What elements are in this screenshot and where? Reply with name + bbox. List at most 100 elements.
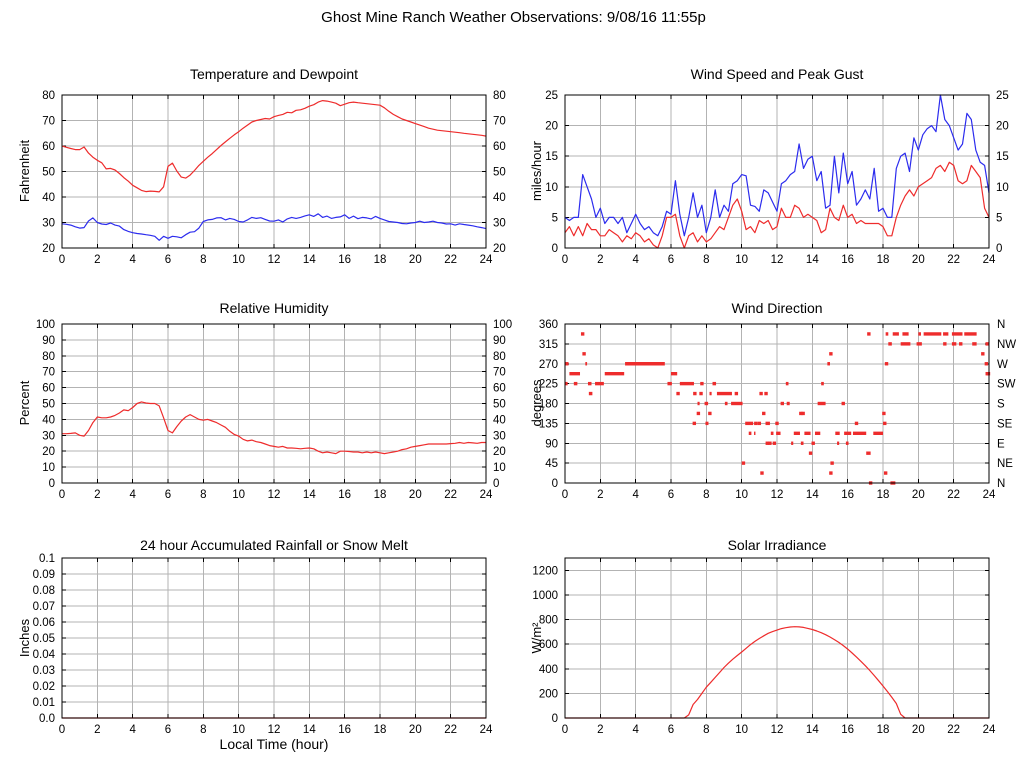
svg-text:1200: 1200 bbox=[532, 565, 558, 577]
svg-text:6: 6 bbox=[165, 489, 171, 501]
svg-text:30: 30 bbox=[493, 218, 506, 230]
chart-relative-humidity: Relative Humidity Percent 0 2 4 6 8 10 12 14 16 1… bbox=[0, 290, 513, 505]
svg-text:2: 2 bbox=[597, 254, 603, 266]
svg-text:10: 10 bbox=[735, 254, 748, 266]
svg-text:50: 50 bbox=[42, 167, 55, 179]
rainfall-plot: 0 2 4 6 8 10 12 14 16 18 20 22 240.00.010.020.030.04… bbox=[33, 553, 493, 736]
svg-text:0.01: 0.01 bbox=[33, 697, 55, 709]
svg-text:18: 18 bbox=[374, 724, 387, 736]
svg-text:80: 80 bbox=[42, 351, 55, 363]
svg-text:16: 16 bbox=[841, 724, 854, 736]
svg-text:16: 16 bbox=[338, 724, 351, 736]
svg-text:80: 80 bbox=[493, 351, 506, 363]
chart-title-wind-direction: Wind Direction bbox=[731, 300, 823, 316]
svg-text:10: 10 bbox=[735, 724, 748, 736]
svg-text:25: 25 bbox=[545, 90, 558, 102]
svg-text:14: 14 bbox=[303, 489, 316, 501]
svg-text:0.07: 0.07 bbox=[33, 601, 55, 613]
svg-text:8: 8 bbox=[200, 254, 206, 266]
svg-text:18: 18 bbox=[877, 254, 890, 266]
svg-text:600: 600 bbox=[539, 639, 558, 651]
svg-text:10: 10 bbox=[735, 489, 748, 501]
x-axis-label-local-time: Local Time (hour) bbox=[219, 736, 329, 752]
svg-text:12: 12 bbox=[771, 254, 784, 266]
svg-text:14: 14 bbox=[303, 724, 316, 736]
svg-text:20: 20 bbox=[42, 243, 55, 255]
svg-text:225: 225 bbox=[539, 379, 558, 391]
svg-text:14: 14 bbox=[806, 254, 819, 266]
svg-text:20: 20 bbox=[912, 489, 925, 501]
svg-text:6: 6 bbox=[165, 254, 171, 266]
svg-text:18: 18 bbox=[374, 254, 387, 266]
svg-text:18: 18 bbox=[877, 724, 890, 736]
svg-text:0: 0 bbox=[59, 724, 65, 736]
svg-text:12: 12 bbox=[268, 724, 281, 736]
svg-text:6: 6 bbox=[165, 724, 171, 736]
svg-text:60: 60 bbox=[493, 383, 506, 395]
svg-text:40: 40 bbox=[42, 192, 55, 204]
svg-text:800: 800 bbox=[539, 615, 558, 627]
svg-text:40: 40 bbox=[493, 192, 506, 204]
svg-text:90: 90 bbox=[42, 335, 55, 347]
svg-text:0: 0 bbox=[59, 254, 65, 266]
svg-text:16: 16 bbox=[841, 489, 854, 501]
chart-solar-irradiance: Solar Irradiance W/m² 0 2 4 6 8 10 12 14 16 18 20 2… bbox=[514, 525, 1027, 772]
chart-title-relative-humidity: Relative Humidity bbox=[219, 300, 329, 316]
svg-text:10: 10 bbox=[996, 182, 1009, 194]
svg-text:E: E bbox=[997, 438, 1005, 450]
svg-text:0: 0 bbox=[493, 478, 499, 490]
svg-text:4: 4 bbox=[129, 254, 136, 266]
svg-text:45: 45 bbox=[545, 458, 558, 470]
svg-text:22: 22 bbox=[947, 489, 960, 501]
svg-text:360: 360 bbox=[539, 319, 558, 331]
svg-text:24: 24 bbox=[983, 724, 996, 736]
chart-title-wind-speed-gust: Wind Speed and Peak Gust bbox=[690, 66, 864, 82]
svg-text:16: 16 bbox=[338, 489, 351, 501]
svg-text:50: 50 bbox=[493, 399, 506, 411]
chart-title-temperature-dewpoint: Temperature and Dewpoint bbox=[189, 66, 359, 82]
svg-text:15: 15 bbox=[996, 151, 1009, 163]
svg-text:10: 10 bbox=[493, 462, 506, 474]
svg-text:12: 12 bbox=[268, 489, 281, 501]
svg-text:30: 30 bbox=[42, 430, 55, 442]
svg-text:22: 22 bbox=[444, 489, 457, 501]
svg-text:20: 20 bbox=[493, 243, 506, 255]
svg-text:4: 4 bbox=[129, 724, 136, 736]
svg-text:0: 0 bbox=[49, 478, 55, 490]
svg-text:0: 0 bbox=[552, 478, 558, 490]
svg-text:20: 20 bbox=[42, 446, 55, 458]
svg-text:0.06: 0.06 bbox=[33, 617, 55, 629]
chart-wind-direction: Wind Direction degrees 0 2 4 6 8 10 12 14 16 18 20… bbox=[514, 290, 1027, 505]
svg-text:0: 0 bbox=[562, 489, 568, 501]
svg-text:30: 30 bbox=[493, 430, 506, 442]
svg-text:80: 80 bbox=[42, 90, 55, 102]
svg-text:0.09: 0.09 bbox=[33, 569, 55, 581]
page-title: Ghost Mine Ranch Weather Observations: 9… bbox=[321, 9, 706, 26]
svg-text:80: 80 bbox=[493, 90, 506, 102]
solar-irradiance-plot: 0 2 4 6 8 10 12 14 16 18 20 22 240200400600800100012… bbox=[532, 557, 996, 736]
svg-text:315: 315 bbox=[539, 339, 558, 351]
svg-text:60: 60 bbox=[42, 383, 55, 395]
svg-text:100: 100 bbox=[493, 319, 512, 331]
svg-text:60: 60 bbox=[42, 141, 55, 153]
wind-direction-plot: 0 2 4 6 8 10 12 14 16 18 20 22 240459013518022527031… bbox=[539, 319, 1016, 501]
svg-text:6: 6 bbox=[668, 254, 674, 266]
svg-text:22: 22 bbox=[947, 254, 960, 266]
svg-text:S: S bbox=[997, 399, 1005, 411]
svg-text:24: 24 bbox=[480, 254, 493, 266]
svg-text:20: 20 bbox=[996, 121, 1009, 133]
svg-text:12: 12 bbox=[771, 724, 784, 736]
svg-text:10: 10 bbox=[232, 254, 245, 266]
svg-text:20: 20 bbox=[409, 254, 422, 266]
wind-speed-gust-plot: 0 2 4 6 8 10 12 14 16 18 20 22 240510152025051015202… bbox=[545, 90, 1009, 266]
svg-text:2: 2 bbox=[597, 489, 603, 501]
svg-text:NW: NW bbox=[997, 339, 1016, 351]
svg-text:14: 14 bbox=[303, 254, 316, 266]
svg-text:270: 270 bbox=[539, 359, 558, 371]
svg-text:4: 4 bbox=[632, 489, 639, 501]
svg-text:24: 24 bbox=[983, 489, 996, 501]
svg-text:8: 8 bbox=[703, 724, 709, 736]
svg-text:12: 12 bbox=[268, 254, 281, 266]
